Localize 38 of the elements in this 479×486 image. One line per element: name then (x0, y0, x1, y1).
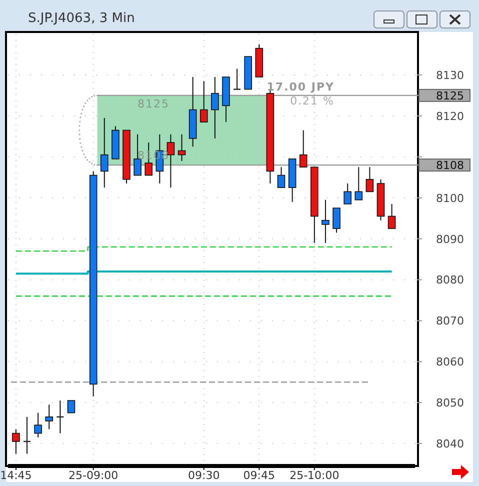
candlestick (67, 400, 76, 414)
y-tick-label: 8040 (436, 438, 464, 451)
candlestick (34, 412, 42, 438)
candlestick (100, 117, 108, 188)
ref-line-label: 8125 (436, 89, 464, 102)
candlestick (388, 203, 396, 230)
candlestick (12, 428, 20, 454)
x-tick-label: 25-09:00 (68, 469, 118, 482)
y-tick-label: 8100 (436, 192, 464, 205)
chart-title: S.JP.J4063, 3 Min (28, 11, 135, 26)
candlestick (211, 76, 219, 139)
candlestick (299, 130, 308, 168)
y-tick-label: 8090 (436, 232, 464, 246)
x-tick-label: 14:45 (0, 469, 32, 482)
candlestick (232, 68, 242, 90)
y-tick-label: 8080 (436, 274, 464, 287)
candlestick (277, 166, 286, 188)
x-tick-label: 09:30 (188, 469, 220, 482)
candlestick (322, 199, 330, 244)
y-tick-label: 8120 (436, 110, 464, 123)
y-tick-label: 8060 (436, 356, 464, 369)
annotation: 17.00 JPY (266, 80, 335, 94)
ref-line-label: 8108 (436, 159, 464, 172)
candlestick (45, 404, 54, 430)
candlestick (200, 80, 208, 123)
x-tick-label: 09:45 (243, 469, 275, 482)
candlestick (344, 182, 352, 204)
candlestick (166, 134, 175, 188)
candlestick (354, 166, 363, 200)
candlestick (366, 166, 374, 192)
annotation: 0.21 % (290, 94, 335, 108)
candlestick (332, 208, 340, 234)
y-tick-label: 8050 (436, 396, 464, 410)
candlestick (178, 134, 186, 162)
x-tick-label: 25-10:00 (290, 469, 340, 482)
annotation: 8125 (138, 97, 170, 110)
y-tick-label: 8070 (436, 314, 464, 328)
y-tick-label: 8130 (436, 68, 464, 82)
